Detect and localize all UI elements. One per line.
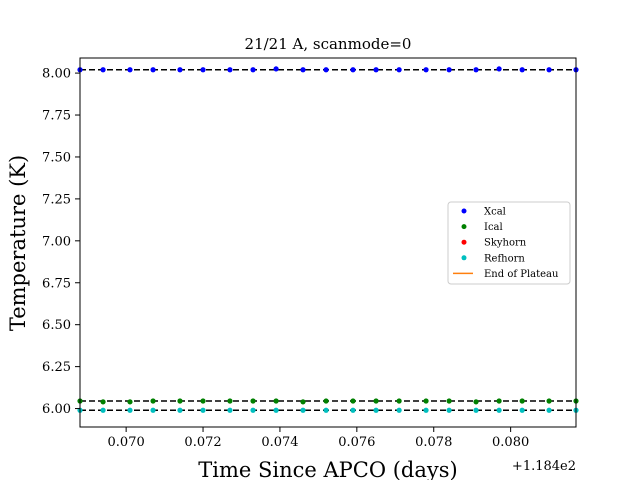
data-point-ical [373,398,379,404]
data-point-refhorn [227,407,233,413]
data-point-xcal [473,67,479,73]
x-tick-label: 0.072 [184,435,221,450]
y-tick-label: 6.25 [42,360,71,375]
data-point-refhorn [396,407,402,413]
data-point-xcal [496,66,502,72]
data-point-refhorn [150,407,156,413]
y-tick-label: 6.50 [42,318,71,333]
data-point-xcal [446,67,452,73]
legend-label-skyhorn: Skyhorn [484,238,527,249]
y-tick-label: 7.75 [42,109,71,124]
data-point-xcal [227,67,233,73]
data-point-refhorn [200,407,206,413]
legend-label-xcal: Xcal [484,207,506,218]
x-tick-label: 0.076 [338,435,375,450]
data-point-refhorn [423,407,429,413]
legend-label-end-of-plateau: End of Plateau [484,269,559,280]
data-point-refhorn [496,407,502,413]
legend-swatch-xcal [461,208,467,214]
y-tick-label: 7.25 [42,192,71,207]
data-point-ical [519,398,525,404]
data-point-refhorn [546,407,552,413]
data-point-xcal [200,67,206,73]
data-point-ical [546,398,552,404]
legend-swatch-ical [461,224,467,230]
data-point-xcal [150,67,156,73]
chart-title: 21/21 A, scanmode=0 [245,35,412,53]
data-point-refhorn [519,407,525,413]
y-tick-label: 6.75 [42,276,71,291]
x-offset-label: +1.184e2 [512,459,576,474]
data-point-ical [227,398,233,404]
y-tick-label: 6.00 [42,402,71,417]
y-tick-label: 8.00 [42,67,71,82]
legend-label-ical: Ical [484,222,503,233]
data-point-ical [127,399,133,405]
data-point-xcal [323,67,329,73]
data-point-refhorn [350,407,356,413]
data-point-xcal [423,67,429,73]
data-point-xcal [127,67,133,73]
data-point-ical [100,399,106,405]
plot-frame [79,57,577,428]
data-point-xcal [396,67,402,73]
x-tick-label: 0.080 [492,435,529,450]
data-point-xcal [177,67,183,73]
legend-swatch-skyhorn [461,239,467,245]
data-point-refhorn [250,407,256,413]
data-point-ical [300,399,306,405]
plot-area [77,66,579,413]
data-point-refhorn [177,407,183,413]
legend-label-refhorn: Refhorn [484,253,525,264]
data-point-refhorn [300,407,306,413]
data-point-xcal [273,66,279,72]
data-point-xcal [546,67,552,73]
data-point-ical [446,398,452,404]
data-point-refhorn [473,407,479,413]
x-axis: 0.070 0.072 0.074 0.076 0.078 0.080 [108,427,529,450]
legend-box [447,201,571,285]
data-point-refhorn [373,407,379,413]
legend-swatch-refhorn [461,255,467,261]
data-point-refhorn [273,407,279,413]
data-point-ical [250,398,256,404]
data-point-ical [350,398,356,404]
data-point-xcal [373,67,379,73]
y-axis-label: Temperature (K) [6,155,30,331]
data-point-ical [396,398,402,404]
data-point-ical [323,398,329,404]
x-axis-label: Time Since APCO (days) [198,458,457,480]
data-point-ical [423,398,429,404]
data-point-ical [473,399,479,405]
data-point-xcal [350,67,356,73]
data-point-xcal [250,67,256,73]
data-point-ical [150,398,156,404]
data-point-ical [200,398,206,404]
y-tick-label: 7.50 [42,150,71,165]
x-tick-label: 0.078 [415,435,452,450]
x-tick-label: 0.074 [261,435,298,450]
data-point-refhorn [127,407,133,413]
legend: Xcal Ical Skyhorn Refhorn End of Plateau [447,201,571,285]
data-point-ical [496,398,502,404]
data-point-refhorn [100,407,106,413]
data-point-ical [273,398,279,404]
data-point-ical [177,398,183,404]
data-point-xcal [300,67,306,73]
data-point-refhorn [323,407,329,413]
data-point-xcal [519,67,525,73]
data-point-refhorn [446,407,452,413]
y-axis: 6.00 6.25 6.50 6.75 7.00 7.25 7.50 7.75 8.00 [42,67,80,417]
data-point-xcal [100,67,106,73]
x-tick-label: 0.070 [108,435,145,450]
y-tick-label: 7.00 [42,234,71,249]
